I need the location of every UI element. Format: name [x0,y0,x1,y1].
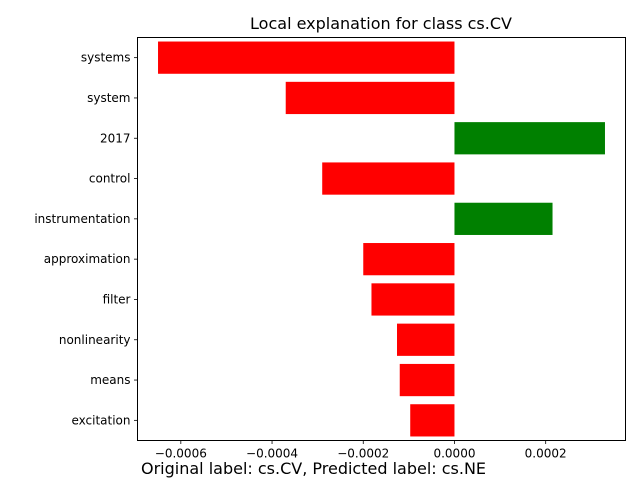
plot-frame [137,37,626,441]
x-tick-label: 0.0002 [525,447,567,461]
x-tick-label: 0.0000 [433,447,475,461]
bar-filter [371,283,455,316]
prediction-caption: Original label: cs.CV, Predicted label: … [141,459,487,478]
y-tick-label: means [90,373,130,387]
bar-control [322,162,455,195]
x-axis-ticks: −0.0006 −0.0004 −0.0002 0.0000 0.0002 [155,440,567,461]
y-tick-label: instrumentation [34,212,130,226]
x-tick-label: −0.0002 [337,447,389,461]
bar-approximation [363,243,455,276]
chart-title: Local explanation for class cs.CV [250,14,512,33]
y-axis-ticks: systems system 2017 control instrumentation a… [34,51,138,427]
bar-2017 [454,122,605,155]
y-tick-label: excitation [71,413,130,427]
y-tick-label: systems [81,51,131,65]
y-tick-label: 2017 [100,131,131,145]
y-tick-label: approximation [44,252,131,266]
bar-system [285,81,455,115]
bar-systems [158,41,455,74]
bar-means [399,363,455,397]
y-tick-label: filter [103,292,131,306]
bar-instrumentation [454,202,553,235]
bar-excitation [410,404,455,437]
x-tick-label: −0.0006 [155,447,207,461]
y-tick-label: nonlinearity [59,333,131,347]
x-tick-label: −0.0004 [246,447,298,461]
bars-group [158,41,605,437]
bar-nonlinearity [397,323,455,356]
y-tick-label: control [89,172,131,186]
y-tick-label: system [87,91,130,105]
